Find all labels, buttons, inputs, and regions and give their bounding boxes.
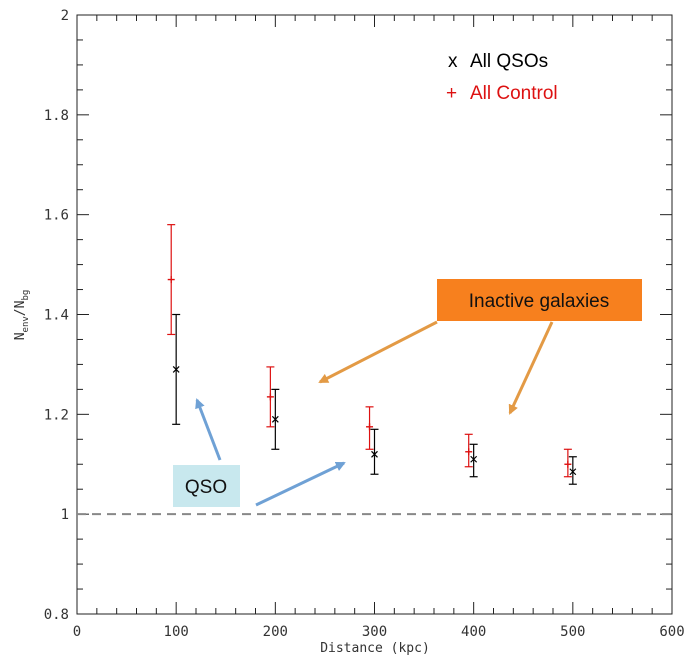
data-point (366, 423, 374, 431)
data-point (465, 448, 473, 456)
point-stroke (172, 365, 180, 373)
point-stroke (371, 450, 378, 458)
data-point (172, 365, 180, 373)
legend-label-control: All Control (470, 83, 558, 104)
data-point (167, 276, 175, 284)
series-control (167, 224, 572, 478)
inactive-arrow-right (508, 321, 554, 415)
axis-ticks (76, 14, 673, 615)
y-tick-label: 0.8 (44, 607, 69, 623)
series-layer (167, 224, 577, 485)
legend-marker-control: + (446, 83, 457, 104)
svg-text:Nenv/Nbg: Nenv/Nbg (13, 290, 31, 341)
x-tick-label: 500 (560, 624, 585, 640)
legend: x All QSOs + All Control (446, 51, 558, 104)
data-point (569, 468, 577, 476)
y-axis-title: Nenv/Nbg (13, 290, 31, 341)
qso-label: QSO (185, 477, 227, 498)
data-point (564, 460, 572, 468)
data-point (266, 393, 274, 401)
series-qso (172, 313, 577, 485)
qso-arrow-right (255, 461, 346, 507)
x-tick-label: 100 (164, 624, 189, 640)
inactive-galaxies-callout: Inactive galaxies (437, 279, 642, 321)
data-point (371, 450, 378, 458)
inactive-galaxies-box (437, 279, 642, 321)
x-tick-label: 400 (461, 624, 486, 640)
x-tick-label: 600 (659, 624, 684, 640)
x-tick-label: 300 (362, 624, 387, 640)
x-tick-label: 0 (73, 624, 81, 640)
qso-callout: QSO (173, 465, 240, 507)
legend-marker-qso: x (448, 51, 458, 72)
y-tick-label: 2 (61, 8, 69, 24)
y-tick-label: 1.8 (44, 108, 69, 124)
data-point (470, 455, 478, 463)
x-axis-title: Distance (kpc) (320, 641, 430, 656)
inactive-arrow-left (318, 320, 438, 384)
y-tick-label: 1.2 (44, 407, 69, 423)
data-point (271, 415, 279, 423)
tick-labels: 0 100 200 300 400 500 600 0.8 1 1.2 1.4 1.6 1.8 2 (44, 8, 685, 640)
point-stroke (470, 455, 478, 463)
legend-label-qso: All QSOs (470, 51, 548, 72)
y-tick-label: 1 (61, 507, 69, 523)
y-tick-label: 1.4 (44, 308, 69, 324)
point-stroke (569, 468, 577, 476)
x-tick-label: 200 (263, 624, 288, 640)
qso-box (173, 465, 240, 507)
point-stroke (271, 415, 279, 423)
inactive-galaxies-label: Inactive galaxies (469, 291, 609, 312)
qso-arrow-up (195, 398, 222, 461)
y-tick-label: 1.6 (44, 208, 69, 224)
